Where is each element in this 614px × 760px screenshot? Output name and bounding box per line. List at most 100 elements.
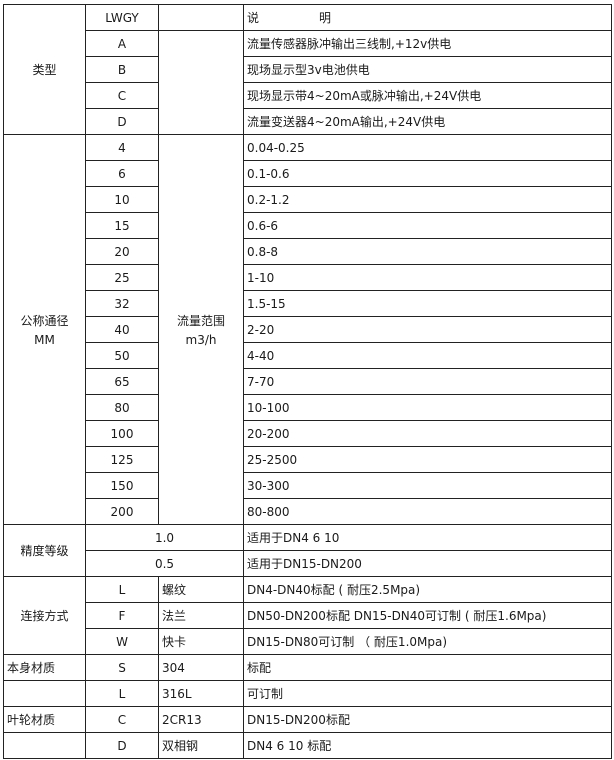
table-row: A 流量传感器脉冲输出三线制,+12v供电 bbox=[4, 30, 612, 135]
flow-range: 10-100 bbox=[243, 394, 612, 421]
accuracy-desc: 适用于DN15-DN200 bbox=[243, 550, 612, 577]
model-header: LWGY bbox=[85, 4, 159, 31]
type-code: B bbox=[85, 56, 159, 83]
connection-name: 螺纹 bbox=[158, 576, 244, 603]
table-row: W 快卡 DN15-DN80可订制 （ 耐压1.0Mpa) bbox=[4, 628, 612, 655]
table-row: 15 0.6-6 bbox=[4, 212, 612, 239]
impeller-material: 双相钢 bbox=[158, 732, 244, 759]
body-code: L bbox=[85, 680, 159, 707]
table-row: 80 10-100 bbox=[4, 394, 612, 421]
connection-name: 法兰 bbox=[158, 602, 244, 629]
impeller-code: D bbox=[85, 732, 159, 759]
flow-range-unit: m3/h bbox=[185, 333, 217, 347]
diameter-size: 65 bbox=[85, 368, 159, 395]
accuracy-grade: 0.5 bbox=[85, 550, 244, 577]
type-code: C bbox=[85, 82, 159, 109]
empty-cell bbox=[3, 680, 86, 707]
table-row: 150 30-300 bbox=[4, 472, 612, 499]
diameter-size: 80 bbox=[85, 394, 159, 421]
desc-header-a: 说 bbox=[247, 11, 260, 25]
impeller-desc: DN15-DN200标配 bbox=[243, 706, 612, 733]
accuracy-label: 精度等级 bbox=[3, 524, 86, 577]
diameter-size: 15 bbox=[85, 212, 159, 239]
diameter-size: 40 bbox=[85, 316, 159, 343]
table-row: 100 20-200 bbox=[4, 420, 612, 447]
flow-range: 30-300 bbox=[243, 472, 612, 499]
connection-code: W bbox=[85, 628, 159, 655]
flow-range: 2-20 bbox=[243, 316, 612, 343]
body-material: 304 bbox=[158, 654, 244, 681]
header-row: 类型 LWGY 说明 bbox=[3, 4, 612, 135]
impeller-material: 2CR13 bbox=[158, 706, 244, 733]
type-desc: 现场显示带4~20mA或脉冲输出,+24V供电 bbox=[243, 82, 612, 109]
flow-range: 0.8-8 bbox=[243, 238, 612, 265]
table-row: D 流量变送器4~20mA输出,+24V供电 bbox=[4, 108, 612, 135]
flow-range: 7-70 bbox=[243, 368, 612, 395]
diameter-size: 200 bbox=[85, 498, 159, 525]
connection-desc: DN15-DN80可订制 （ 耐压1.0Mpa) bbox=[243, 628, 612, 655]
flow-range: 0.2-1.2 bbox=[243, 186, 612, 213]
type-desc: 流量变送器4~20mA输出,+24V供电 bbox=[243, 108, 612, 135]
desc-header-b: 明 bbox=[319, 11, 332, 25]
table-row: 精度等级 1.0 适用于DN4 6 10 bbox=[3, 524, 612, 577]
body-desc: 可订制 bbox=[243, 680, 612, 707]
table-row: B 现场显示型3v电池供电 bbox=[4, 56, 612, 83]
type-desc: 流量传感器脉冲输出三线制,+12v供电 bbox=[243, 30, 612, 57]
diameter-size: 150 bbox=[85, 472, 159, 499]
empty-cell bbox=[3, 732, 86, 759]
table-row: 50 4-40 bbox=[4, 342, 612, 369]
connection-name: 快卡 bbox=[158, 628, 244, 655]
table-row: D 双相钢 DN4 6 10 标配 bbox=[3, 732, 612, 759]
body-material: 316L bbox=[158, 680, 244, 707]
type-code: D bbox=[85, 108, 159, 135]
table-row: 25 1-10 bbox=[4, 264, 612, 291]
body-material-label: 本身材质 bbox=[3, 654, 86, 681]
table-row: F 法兰 DN50-DN200标配 DN15-DN40可订制 ( 耐压1.6Mpa) bbox=[4, 602, 612, 629]
impeller-code: C bbox=[85, 706, 159, 733]
diameter-size: 125 bbox=[85, 446, 159, 473]
flow-range: 0.1-0.6 bbox=[243, 160, 612, 187]
connection-desc: DN4-DN40标配 ( 耐压2.5Mpa) bbox=[243, 576, 612, 603]
table-row: 65 7-70 bbox=[4, 368, 612, 395]
description-header: 说明 bbox=[243, 4, 612, 31]
diameter-unit: MM bbox=[34, 333, 55, 347]
table-row: 0.5 适用于DN15-DN200 bbox=[4, 550, 612, 577]
diameter-label: 公称通径 MM bbox=[3, 134, 86, 525]
flow-range: 80-800 bbox=[243, 498, 612, 525]
table-row: 125 25-2500 bbox=[4, 446, 612, 473]
table-row: C 现场显示带4~20mA或脉冲输出,+24V供电 bbox=[4, 82, 612, 109]
flow-range: 1.5-15 bbox=[243, 290, 612, 317]
table-row: 连接方式 L 螺纹 DN4-DN40标配 ( 耐压2.5Mpa) bbox=[3, 576, 612, 655]
type-code: A bbox=[85, 30, 159, 57]
empty-cell bbox=[158, 30, 244, 135]
flow-range-text: 流量范围 bbox=[176, 314, 225, 328]
flow-range: 0.6-6 bbox=[243, 212, 612, 239]
table-row: 20 0.8-8 bbox=[4, 238, 612, 265]
connection-desc: DN50-DN200标配 DN15-DN40可订制 ( 耐压1.6Mpa) bbox=[243, 602, 612, 629]
diameter-size: 100 bbox=[85, 420, 159, 447]
diameter-size: 4 bbox=[85, 134, 159, 161]
diameter-label-text: 公称通径 bbox=[20, 314, 69, 328]
type-desc: 现场显示型3v电池供电 bbox=[243, 56, 612, 83]
connection-code: F bbox=[85, 602, 159, 629]
table-row: 10 0.2-1.2 bbox=[4, 186, 612, 213]
body-code: S bbox=[85, 654, 159, 681]
table-row: 6 0.1-0.6 bbox=[4, 160, 612, 187]
table-row: 200 80-800 bbox=[4, 498, 612, 525]
table-row: 公称通径 MM 4 流量范围 m3/h 0.04-0.25 bbox=[3, 134, 612, 525]
diameter-size: 32 bbox=[85, 290, 159, 317]
impeller-desc: DN4 6 10 标配 bbox=[243, 732, 612, 759]
flow-range-label: 流量范围 m3/h bbox=[158, 134, 244, 525]
flow-range: 1-10 bbox=[243, 264, 612, 291]
diameter-size: 10 bbox=[85, 186, 159, 213]
flow-range: 25-2500 bbox=[243, 446, 612, 473]
diameter-size: 50 bbox=[85, 342, 159, 369]
table-row: L 316L 可订制 bbox=[3, 680, 612, 707]
empty-header bbox=[158, 4, 244, 31]
flow-range: 20-200 bbox=[243, 420, 612, 447]
flow-range: 4-40 bbox=[243, 342, 612, 369]
diameter-size: 25 bbox=[85, 264, 159, 291]
table-row: 本身材质 S 304 标配 bbox=[3, 654, 612, 681]
impeller-material-label: 叶轮材质 bbox=[3, 706, 86, 733]
table-row: 40 2-20 bbox=[4, 316, 612, 343]
